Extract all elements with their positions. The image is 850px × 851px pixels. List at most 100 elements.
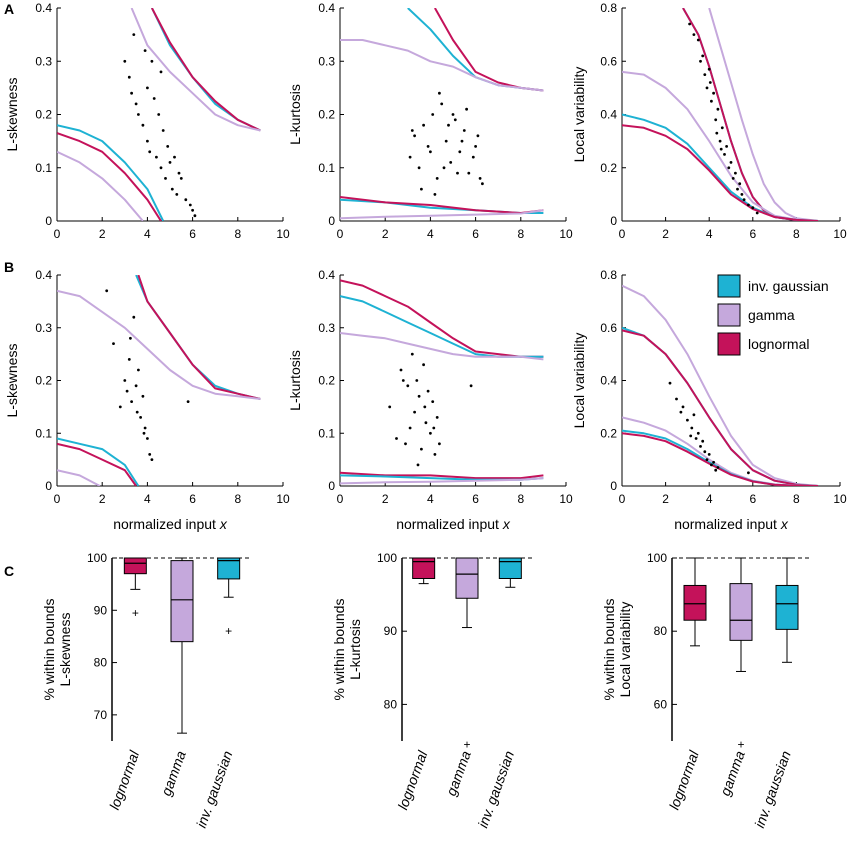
scatter-point [420, 447, 423, 451]
x-tick-label: 2 [382, 227, 389, 241]
scatter-point [736, 187, 739, 191]
legend-label-gamma: gamma [748, 307, 795, 323]
box-inv-gaussian [775, 584, 799, 630]
scatter-point [723, 153, 726, 156]
scatter-point [435, 416, 439, 419]
x-tick-label: 0 [54, 492, 61, 506]
scatter-point [705, 86, 709, 90]
chart-a2: 0 0.1 0.2 0.3 0.4 0 2 4 6 8 10 L-kurtosis [287, 1, 573, 241]
scatter-point [751, 206, 755, 210]
scatter-point [474, 145, 477, 148]
chart-b3: 0 0.2 0.4 0.6 0.8 0 2 4 6 8 10 Local variability nor… [571, 268, 847, 532]
category-label-inv-gaussian: inv. gaussian [751, 748, 794, 829]
scatter-point [447, 123, 450, 127]
series-line-lognormal [57, 132, 162, 221]
scatter-point [413, 410, 416, 414]
outlier-marker: + [737, 738, 744, 752]
scatter-point [471, 155, 475, 159]
plot-area [340, 279, 544, 485]
x-tick-label: 10 [559, 227, 573, 241]
scatter-point [179, 177, 183, 180]
y-tick-label: 0.6 [600, 321, 617, 335]
scatter-point [137, 368, 140, 372]
series-line-lognormal [622, 124, 819, 221]
series-line-gamma [708, 8, 819, 221]
series-line-lognormal [622, 329, 819, 486]
series-line-lognormal [340, 471, 544, 480]
box-lognormal [123, 557, 147, 575]
x-axis-label-var: x [502, 516, 511, 532]
scatter-point [696, 431, 700, 435]
scatter-point [415, 379, 419, 382]
scatter-point [469, 384, 473, 388]
scatter-point [438, 91, 441, 95]
scatter-point [433, 453, 437, 456]
y-tick-label: 80 [654, 624, 668, 638]
scatter-point [132, 33, 136, 36]
series-line-lognormal [434, 8, 544, 92]
series-line-gamma [340, 332, 544, 361]
scatter-point [410, 352, 414, 356]
y-tick-label: 0.3 [318, 321, 335, 335]
series-line-lognormal [682, 8, 819, 221]
legend-label-lognormal: lognormal [748, 336, 809, 352]
y-tick-label: 0.2 [600, 161, 617, 175]
scatter-point [738, 182, 742, 186]
legend-label-inv-gaussian: inv. gaussian [748, 278, 829, 294]
y-tick-label: 70 [94, 708, 108, 722]
x-tick-label: 2 [382, 492, 389, 506]
y-tick-label: 0 [610, 214, 617, 228]
series-line-lognormal [57, 442, 137, 486]
series-line-lognormal [340, 196, 544, 214]
y-axis-label: Local variability [617, 602, 633, 698]
scatter-point [161, 129, 165, 132]
outlier-marker: + [225, 624, 232, 638]
box-lognormal [683, 584, 707, 621]
scatter-point [423, 405, 427, 409]
scatter-point [184, 198, 188, 202]
y-tick-label: 0.4 [35, 1, 52, 15]
scatter-point [417, 394, 421, 398]
legend-swatch-inv-gaussian [717, 274, 741, 298]
y-axis-label: L-kurtosis [287, 84, 303, 145]
scatter-point [731, 177, 735, 180]
scatter-point [707, 67, 711, 71]
plot-area [57, 8, 261, 221]
scatter-point [159, 166, 163, 170]
scatter-point [747, 471, 750, 475]
panel-label-a: A [4, 1, 14, 17]
x-tick-label: 0 [337, 492, 344, 506]
scatter-point [699, 445, 702, 448]
y-tick-label: 0 [328, 214, 335, 228]
scatter-point [173, 155, 176, 159]
box-inv-gaussian [217, 557, 241, 580]
x-tick-label: 0 [54, 227, 61, 241]
y-tick-label: 100 [87, 551, 107, 565]
x-tick-label: 2 [99, 227, 106, 241]
y-tick-label: 0.1 [318, 426, 335, 440]
y-tick-label: 0.4 [600, 108, 617, 122]
scatter-point [696, 38, 700, 42]
scatter-point [476, 134, 480, 138]
x-tick-label: 2 [99, 492, 106, 506]
box-gamma [455, 557, 479, 599]
scatter-point [435, 177, 439, 180]
y-tick-label: 0 [328, 479, 335, 493]
series-line-lognormal [622, 432, 819, 486]
x-axis-label: normalized input x [113, 516, 228, 532]
scatter-point [150, 59, 154, 63]
x-tick-label: 0 [337, 227, 344, 241]
y-tick-label: 0.4 [318, 268, 335, 282]
y-tick-label: 0.2 [35, 374, 52, 388]
scatter-point [668, 381, 672, 385]
x-tick-label: 6 [189, 492, 196, 506]
scatter-point [146, 139, 149, 143]
y-tick-label: 80 [384, 697, 398, 711]
scatter-point [440, 102, 444, 106]
scatter-point [444, 139, 448, 143]
scatter-point [729, 161, 733, 164]
y-tick-label: 0 [45, 214, 52, 228]
chart-a1: 0 0.1 0.2 0.3 0.4 0 2 4 6 8 10 L-skewness [4, 1, 290, 241]
scatter-point [146, 86, 149, 90]
